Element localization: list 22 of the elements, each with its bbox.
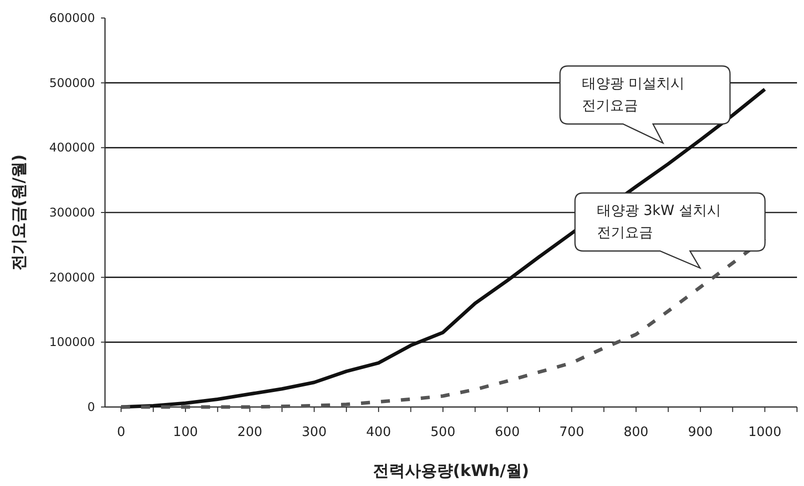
x-tick-label: 600 <box>494 425 520 440</box>
x-tick-label: 800 <box>624 425 648 440</box>
y-tick-label: 0 <box>87 400 95 414</box>
x-tick-label: 1000 <box>748 425 782 440</box>
y-tick-label: 400000 <box>49 140 95 155</box>
x-tick-label: 100 <box>173 425 198 440</box>
x-tick-label: 400 <box>366 425 391 440</box>
y-tick-label: 600000 <box>49 11 95 25</box>
y-tick-label: 500000 <box>49 76 95 90</box>
annotation: 태양광 미설치시 전기요금 <box>582 76 684 114</box>
x-axis-title: 전력사용량(kWh/월) <box>372 461 530 480</box>
y-tick-label: 200000 <box>49 270 95 284</box>
x-tick-label: 700 <box>559 425 584 440</box>
x-tick-label: 300 <box>302 425 327 440</box>
x-tick-label: 900 <box>688 425 713 440</box>
x-tick-label: 200 <box>237 425 262 440</box>
y-tick-label: 300000 <box>49 206 95 220</box>
x-tick-label: 500 <box>430 425 456 440</box>
y-tick-label: 100000 <box>49 335 95 350</box>
x-tick-label: 0 <box>116 425 126 440</box>
y-axis-title: 전기요금(원/월) <box>9 154 28 271</box>
annotation: 태양광 3kW 설치시 전기요금 <box>597 203 721 241</box>
